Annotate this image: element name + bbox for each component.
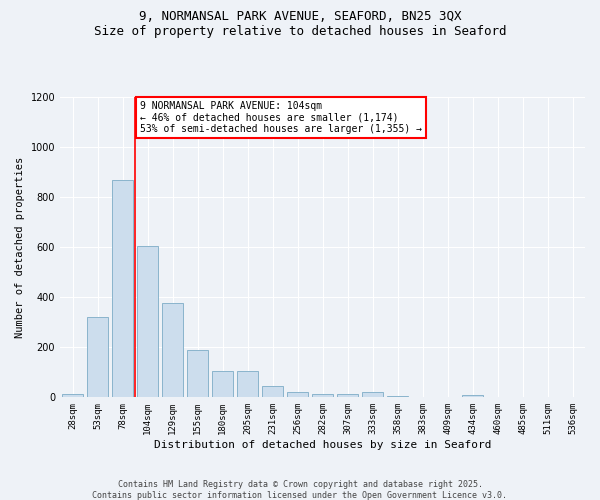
X-axis label: Distribution of detached houses by size in Seaford: Distribution of detached houses by size … (154, 440, 491, 450)
Bar (387, 396, 408, 398)
Bar (62, 394, 83, 398)
Bar (312, 394, 333, 398)
Y-axis label: Number of detached properties: Number of detached properties (15, 156, 25, 338)
Text: 9 NORMANSAL PARK AVENUE: 104sqm
← 46% of detached houses are smaller (1,174)
53%: 9 NORMANSAL PARK AVENUE: 104sqm ← 46% of… (140, 101, 422, 134)
Bar (362, 392, 383, 398)
Bar (262, 386, 283, 398)
Bar (187, 350, 208, 398)
Bar (462, 395, 483, 398)
Bar (337, 394, 358, 398)
Bar (287, 392, 308, 398)
Bar (237, 371, 258, 398)
Bar (137, 246, 158, 398)
Bar (162, 304, 183, 398)
Bar (87, 317, 108, 398)
Text: 9, NORMANSAL PARK AVENUE, SEAFORD, BN25 3QX
Size of property relative to detache: 9, NORMANSAL PARK AVENUE, SEAFORD, BN25 … (94, 10, 506, 38)
Text: Contains HM Land Registry data © Crown copyright and database right 2025.
Contai: Contains HM Land Registry data © Crown c… (92, 480, 508, 500)
Bar (112, 180, 133, 398)
Bar (212, 371, 233, 398)
